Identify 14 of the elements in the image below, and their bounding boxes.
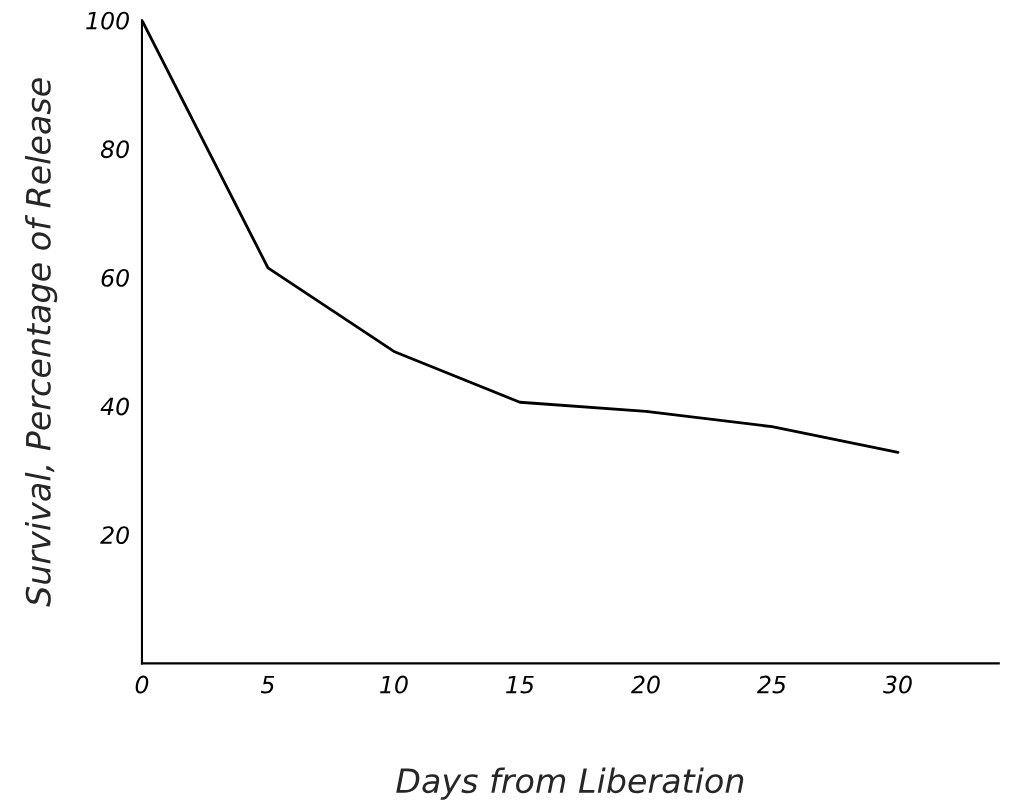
x-tick-label: 25 bbox=[757, 675, 786, 694]
x-tick-label: 5 bbox=[260, 675, 275, 694]
x-axis-title: Days from Liberation bbox=[396, 767, 744, 800]
y-tick-label: 20 bbox=[100, 526, 129, 545]
y-tick-label: 60 bbox=[101, 268, 129, 287]
y-tick-label: 100 bbox=[86, 11, 129, 30]
x-tick-label: 10 bbox=[380, 675, 408, 694]
y-tick-label: 40 bbox=[100, 397, 129, 416]
x-tick-label: 30 bbox=[883, 675, 912, 694]
x-tick-label: 15 bbox=[506, 675, 534, 694]
y-tick-label: 80 bbox=[100, 140, 129, 159]
x-tick-label: 20 bbox=[631, 675, 660, 694]
y-axis-title: Survival, Percentage of Release bbox=[25, 78, 58, 607]
x-tick-label: 0 bbox=[135, 675, 149, 694]
